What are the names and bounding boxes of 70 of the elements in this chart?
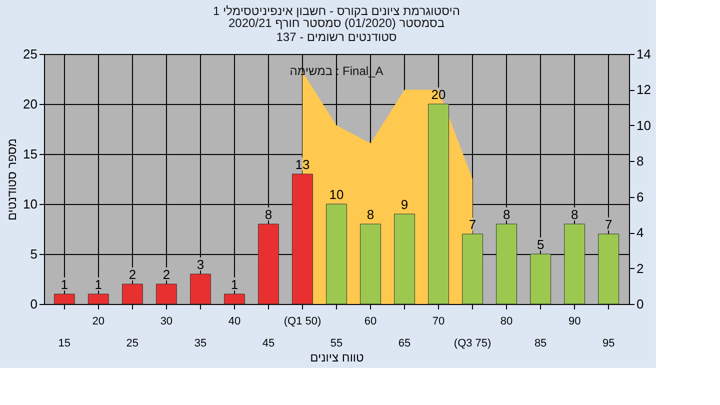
bar	[122, 284, 143, 304]
y-tick-label: 5	[30, 246, 38, 262]
bar	[292, 174, 313, 304]
data-label: 13	[295, 157, 310, 172]
bar	[156, 284, 177, 304]
bar	[224, 294, 245, 304]
data-label: 5	[536, 237, 544, 252]
x-tick-label: 55	[330, 338, 343, 350]
x-tick-label: 45	[262, 338, 275, 350]
bar	[88, 294, 109, 304]
x-tick-label: 60	[364, 316, 377, 328]
bar	[54, 294, 75, 304]
bar	[360, 224, 381, 304]
x-tick-label: 80	[500, 316, 513, 328]
bar	[598, 234, 620, 304]
bar	[530, 254, 552, 304]
x-tick-label: 90	[568, 316, 581, 328]
data-label: 8	[570, 207, 578, 222]
data-label: 7	[604, 217, 612, 232]
x-tick-label: 40	[228, 316, 241, 328]
y-tick-label: 0	[30, 296, 38, 312]
x-tick-label: 95	[602, 338, 615, 350]
data-label: 1	[230, 277, 238, 292]
data-label: 1	[94, 277, 102, 292]
x-tick-label: (Q1 50)	[284, 316, 322, 328]
bar	[462, 234, 483, 304]
y2-tick-label: 10	[636, 118, 651, 133]
y-tick-label: 20	[23, 96, 38, 112]
text: סטודנטים רשומים - 137	[276, 30, 397, 44]
y2-tick-label: 0	[636, 296, 644, 312]
data-label: 9	[400, 197, 408, 212]
x-tick-label: 25	[126, 338, 139, 350]
data-label: 10	[329, 187, 344, 202]
y2-tick-label: 12	[636, 82, 651, 98]
x-tick-label: (Q3 75)	[454, 338, 492, 350]
x-tick-label: 65	[398, 338, 411, 350]
bar	[394, 214, 415, 304]
data-label: 3	[196, 257, 204, 272]
x-tick-label: 35	[194, 338, 207, 350]
y2-tick-label: 6	[636, 189, 644, 204]
x-tick-label: 20	[92, 316, 105, 328]
data-label: 20	[431, 87, 446, 102]
y-tick-label: 25	[23, 46, 38, 62]
y2-tick-label: 8	[636, 154, 644, 169]
chart-title: היסטוגרמת ציונים בקורס - חשבון אינפיניטסימלי 1	[213, 4, 460, 18]
y-tick-label: 15	[23, 146, 38, 162]
data-label: 8	[264, 207, 272, 222]
data-label: 2	[162, 267, 170, 282]
x-axis-title: טווח ציונים	[310, 350, 364, 364]
x-tick-label: 85	[534, 338, 547, 350]
data-label: 1	[60, 277, 68, 292]
data-label: 2	[128, 267, 136, 282]
x-tick-label: 70	[432, 316, 445, 328]
x-tick-label: 30	[160, 316, 173, 328]
bar	[564, 224, 586, 304]
text: בסמסטר (01/2020) סמסטר חורף 2020/21	[228, 16, 445, 30]
y2-tick-label: 4	[636, 225, 644, 240]
data-label: 8	[366, 207, 374, 222]
bar	[258, 224, 279, 304]
bar	[496, 224, 518, 304]
y2-tick-label: 14	[636, 46, 651, 62]
bar	[190, 274, 211, 304]
x-tick-label: 15	[58, 338, 71, 350]
y-axis-title: מספר סטודנטים	[5, 138, 20, 221]
y2-tick-label: 2	[636, 260, 644, 276]
data-label: 7	[468, 217, 476, 232]
bar	[326, 204, 347, 304]
y-tick-label: 10	[23, 196, 38, 212]
bar	[428, 104, 449, 304]
data-label: 8	[502, 207, 510, 222]
